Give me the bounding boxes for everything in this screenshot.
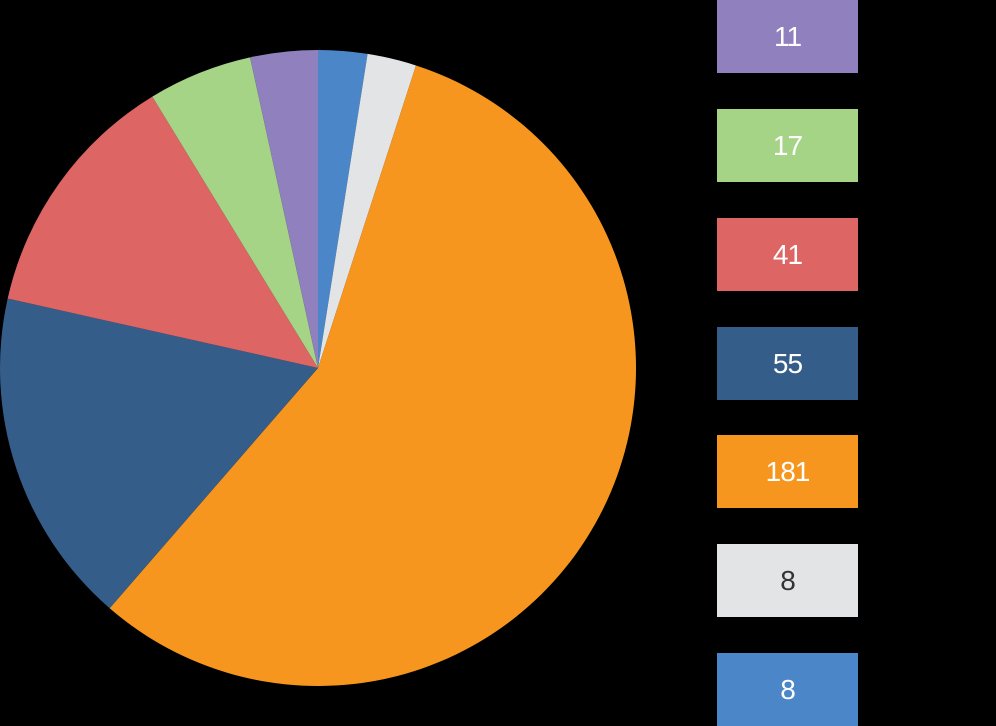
legend-item-17: 17 (717, 109, 858, 182)
legend-label-8-gray: 8 (780, 564, 796, 596)
legend-item-8-gray: 8 (717, 544, 858, 617)
pie-slice-1 (318, 53, 416, 368)
pie-slice-0 (318, 50, 368, 368)
legend-label-55: 55 (772, 347, 803, 379)
legend-item-181: 181 (717, 435, 858, 508)
pie-slice-2 (109, 65, 637, 687)
legend-label-17: 17 (772, 129, 803, 161)
pie-slice-5 (152, 57, 318, 369)
pie-slice-4 (7, 96, 319, 368)
legend-label-181: 181 (765, 455, 811, 487)
legend-item-8-blue: 8 (717, 653, 858, 726)
legend-label-8-blue: 8 (780, 673, 796, 705)
pie-slice-6 (250, 49, 318, 368)
pie-slices (0, 49, 637, 687)
legend-label-11: 11 (773, 20, 802, 52)
pie-slice-3 (0, 298, 318, 609)
legend-label-41: 41 (772, 238, 803, 270)
legend-item-11: 11 (717, 0, 858, 73)
legend-item-55: 55 (717, 327, 858, 400)
legend-item-41: 41 (717, 218, 858, 291)
